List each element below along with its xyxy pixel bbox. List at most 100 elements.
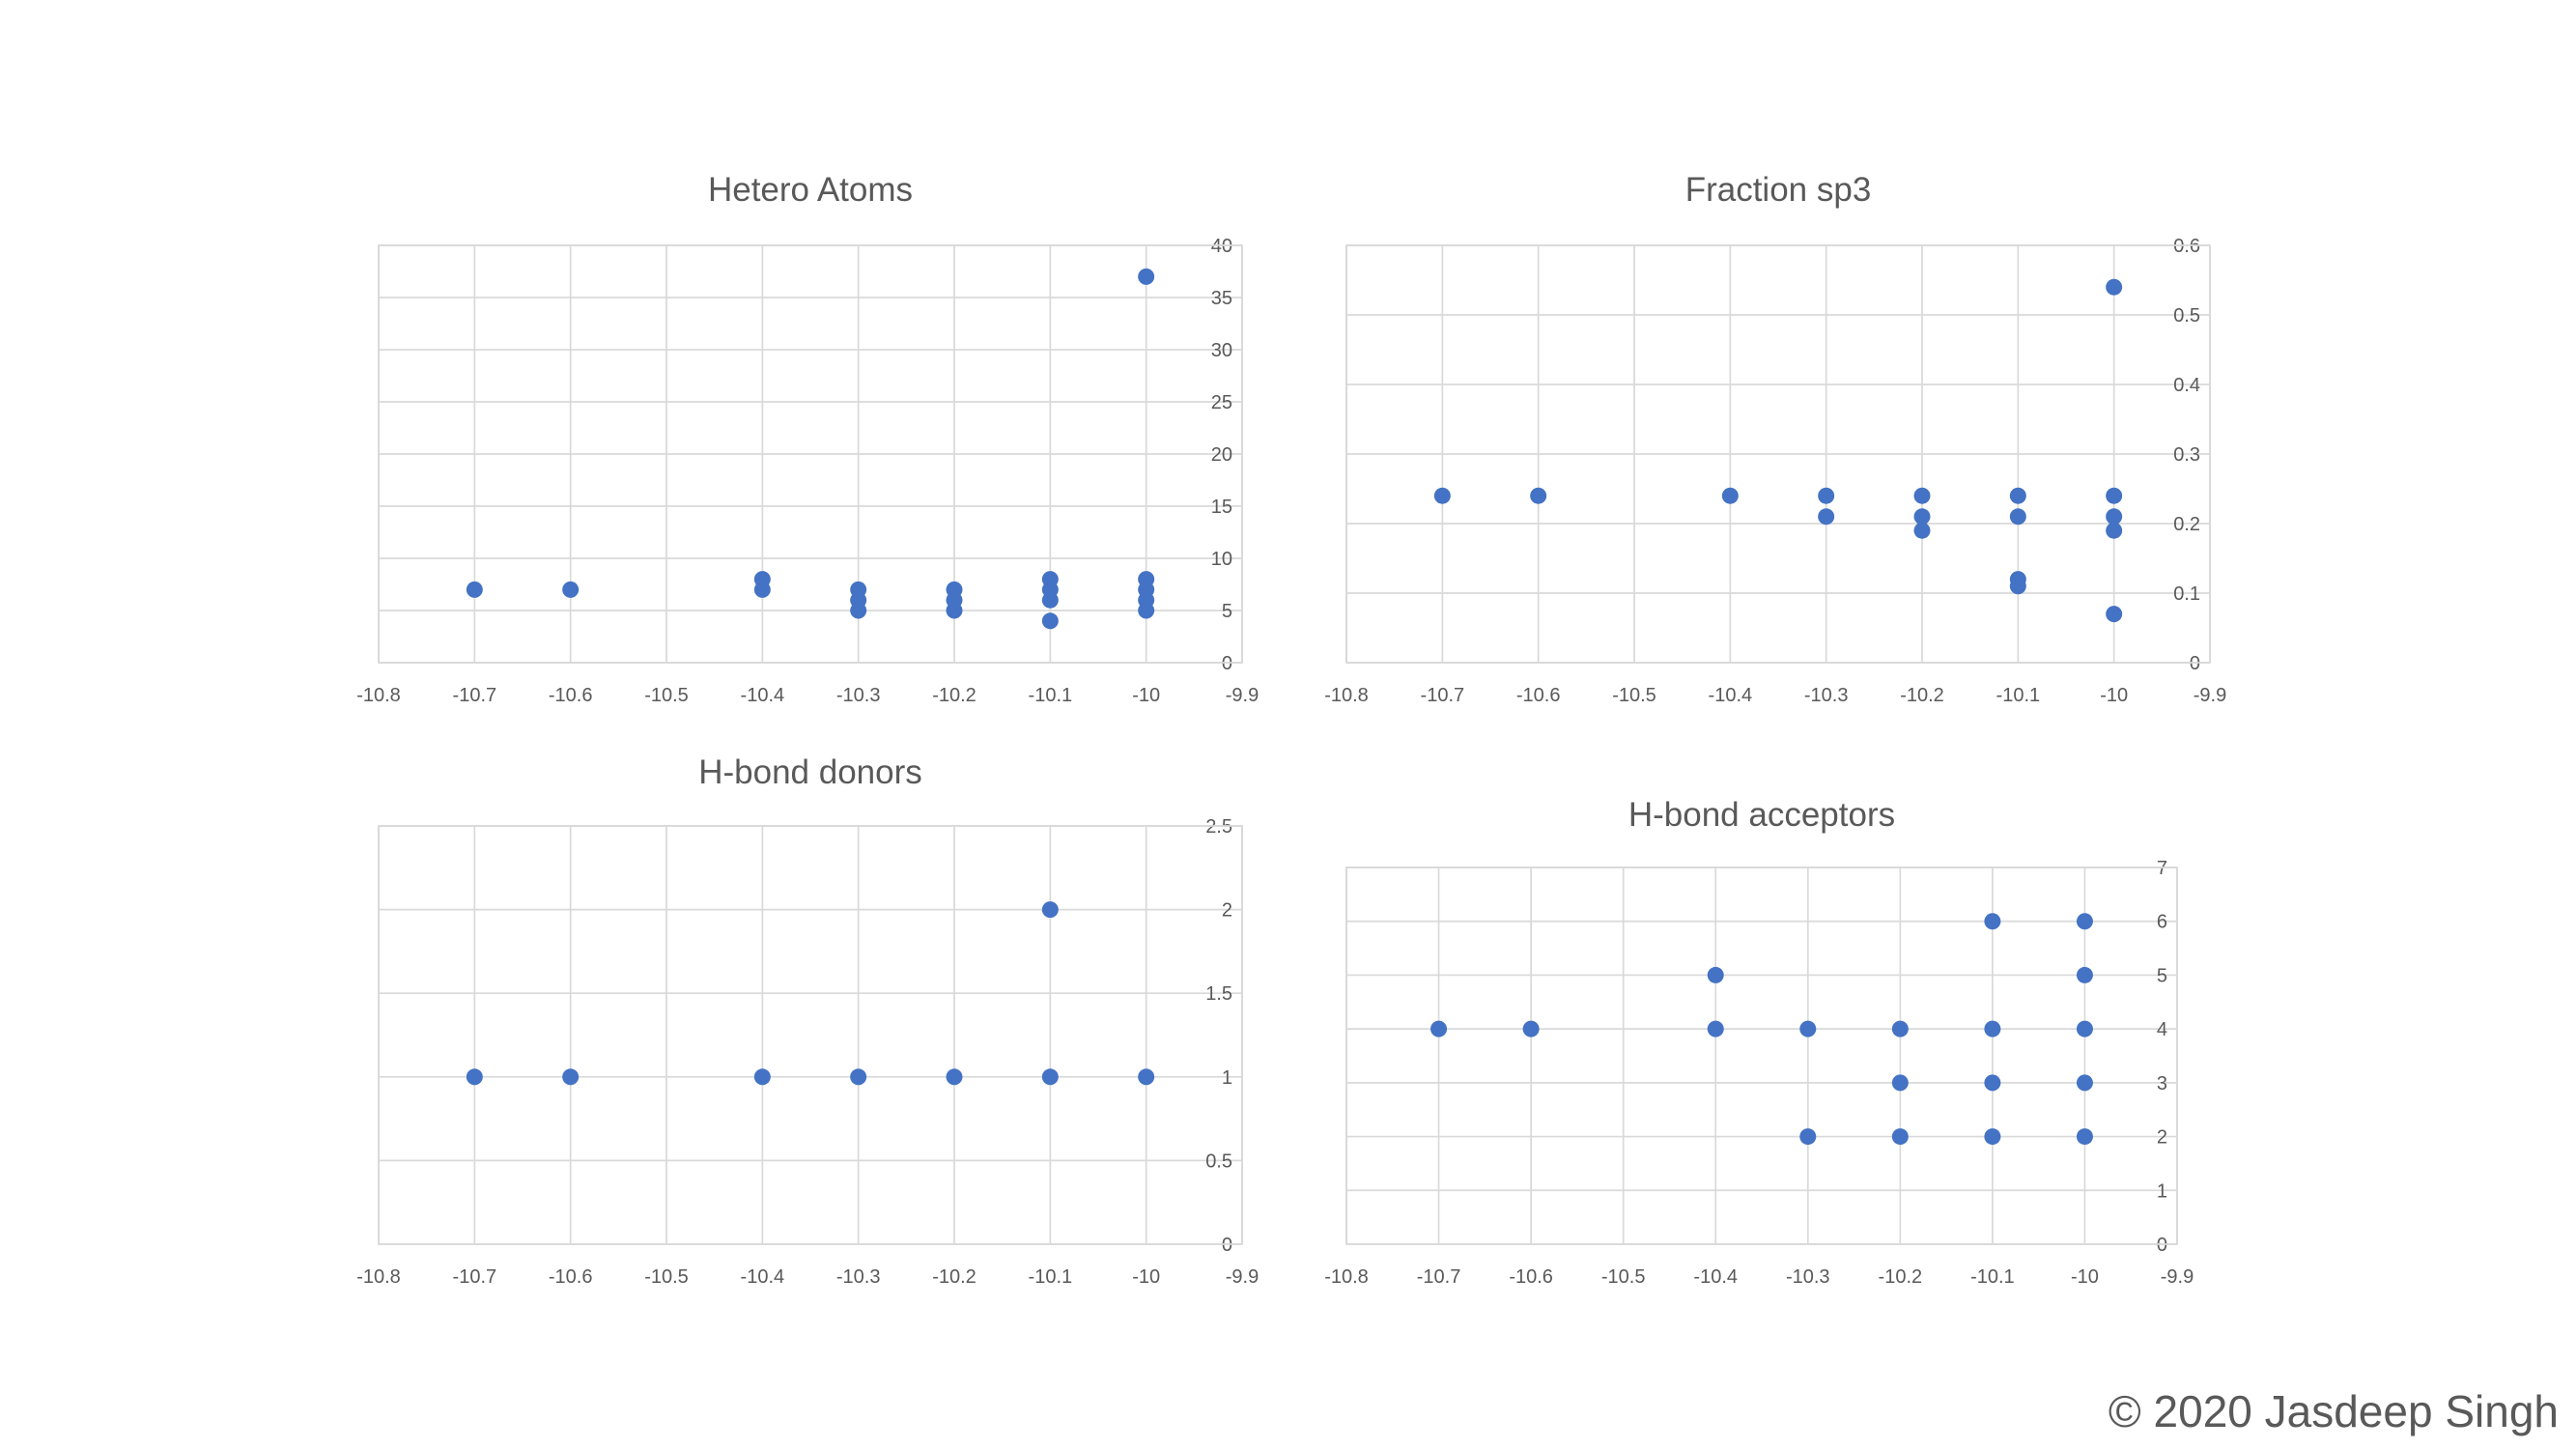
y-tick-label: 0.6 [2173,236,2200,257]
y-tick-label: 10 [1211,549,1232,570]
data-point [1138,268,1155,285]
data-point [2009,508,2026,526]
y-tick-label: 2 [1222,900,1232,922]
data-point [1522,1020,1540,1037]
x-tick-label: -10.5 [644,1266,689,1288]
hbond-donors-title: H-bond donors [698,753,922,791]
data-point [1041,1068,1059,1086]
data-point [1707,1020,1724,1037]
plot-area [1345,244,2211,664]
x-tick-label: -10.2 [932,1266,977,1288]
data-point [1041,591,1059,609]
x-tick-label: -10.8 [1324,685,1369,706]
x-tick-label: -10.6 [1516,685,1561,706]
hbond-donors-chart: H-bond donors -10.8 -10.7 -10.6 -10.5 -10.4 -1… [356,753,1259,1288]
x-tick-label: -9.9 [2161,1266,2194,1288]
data-point [1799,1020,1817,1037]
data-point [1984,1074,2001,1092]
data-point [946,602,963,619]
x-tick-label: -10.3 [1804,685,1849,706]
data-point [1721,487,1739,504]
data-point [562,1068,580,1086]
x-tick-label: -10 [1132,1266,1160,1288]
data-point [1433,487,1451,504]
y-tick-label: 25 [1211,392,1232,413]
y-tick-label: 35 [1211,288,1232,309]
y-tick-label: 2.5 [1205,816,1232,838]
y-tick-label: 30 [1211,340,1232,361]
x-tick-label: -10 [1132,685,1160,706]
y-tick-label: 1 [1222,1067,1232,1089]
data-point [850,1068,867,1086]
x-tick-label: -9.9 [1226,685,1259,706]
y-tick-label: 0 [1222,1235,1232,1256]
y-tick-label: 3 [2157,1073,2167,1094]
copyright-notice: © 2020 Jasdeep Singh [2108,1386,2559,1436]
data-point [2009,487,2026,504]
y-tick-label: 0.2 [2173,514,2200,535]
x-tick-label: -10.2 [932,685,977,706]
data-point [2106,522,2123,539]
x-tick-label: -10 [2100,685,2128,706]
y-tick-label: 0.5 [2173,305,2200,327]
data-point [1707,966,1724,983]
data-point [753,581,771,598]
y-tick-label: 0 [1222,653,1232,674]
x-tick-label: -10.1 [1029,685,1073,706]
data-point [1891,1020,1909,1037]
hetero-atoms-chart: Hetero Atoms -10.8 -10.7 -10.6 -10.5 -10.4 -10… [356,171,1259,706]
y-tick-label: 4 [2157,1019,2167,1040]
x-tick-label: -10.7 [1417,1266,1461,1288]
x-tick-label: -10.5 [644,685,689,706]
data-point [562,581,580,598]
fraction-sp3-title: Fraction sp3 [1685,171,1872,209]
plot-area [378,825,1243,1245]
data-point [1530,487,1547,504]
data-point [2076,966,2093,983]
x-tick-label: -10.3 [1786,1266,1830,1288]
y-tick-label: 0.3 [2173,444,2200,466]
y-tick-label: 1 [2157,1180,2167,1202]
data-point [753,1068,771,1086]
data-point [1818,487,1835,504]
data-point [2106,606,2123,623]
x-tick-label: -9.9 [1226,1266,1259,1288]
y-tick-label: 0.1 [2173,583,2200,605]
data-point [2009,578,2026,595]
data-point [1818,508,1835,526]
data-point [1913,522,1931,539]
data-point [946,1068,963,1086]
x-tick-label: -10.7 [453,685,497,706]
hetero-atoms-title: Hetero Atoms [708,171,913,209]
data-point [1984,1020,2001,1037]
data-point [2076,1074,2093,1092]
data-point [2076,1020,2093,1037]
x-tick-label: -10.2 [1900,685,1944,706]
y-tick-label: 40 [1211,236,1232,257]
y-tick-label: 15 [1211,497,1232,518]
data-point [1984,1128,2001,1146]
x-tick-label: -10.4 [741,685,785,706]
data-point [1430,1020,1448,1037]
data-point [1799,1128,1817,1146]
data-point [850,602,867,619]
y-tick-label: 5 [2157,965,2167,986]
x-tick-label: -10.1 [1970,1266,2015,1288]
plot-area [378,244,1243,664]
x-tick-label: -10.4 [1709,685,1753,706]
y-tick-label: 20 [1211,444,1232,466]
x-tick-label: -10.4 [741,1266,785,1288]
y-tick-label: 7 [2157,858,2167,879]
hbond-acceptors-chart: H-bond acceptors -10.8 -10.7 -10.6 -10.5 -10.… [1324,796,2194,1288]
data-point [1913,487,1931,504]
data-point [2106,487,2123,504]
y-tick-label: 0 [2157,1235,2167,1256]
y-tick-label: 5 [1222,601,1232,622]
x-tick-label: -10.3 [836,685,881,706]
x-tick-label: -10.8 [356,685,401,706]
y-tick-label: 0 [2190,653,2200,674]
x-tick-label: -10.5 [1612,685,1656,706]
x-tick-label: -10 [2071,1266,2099,1288]
x-tick-label: -10.1 [1996,685,2041,706]
data-point [1891,1128,1909,1146]
